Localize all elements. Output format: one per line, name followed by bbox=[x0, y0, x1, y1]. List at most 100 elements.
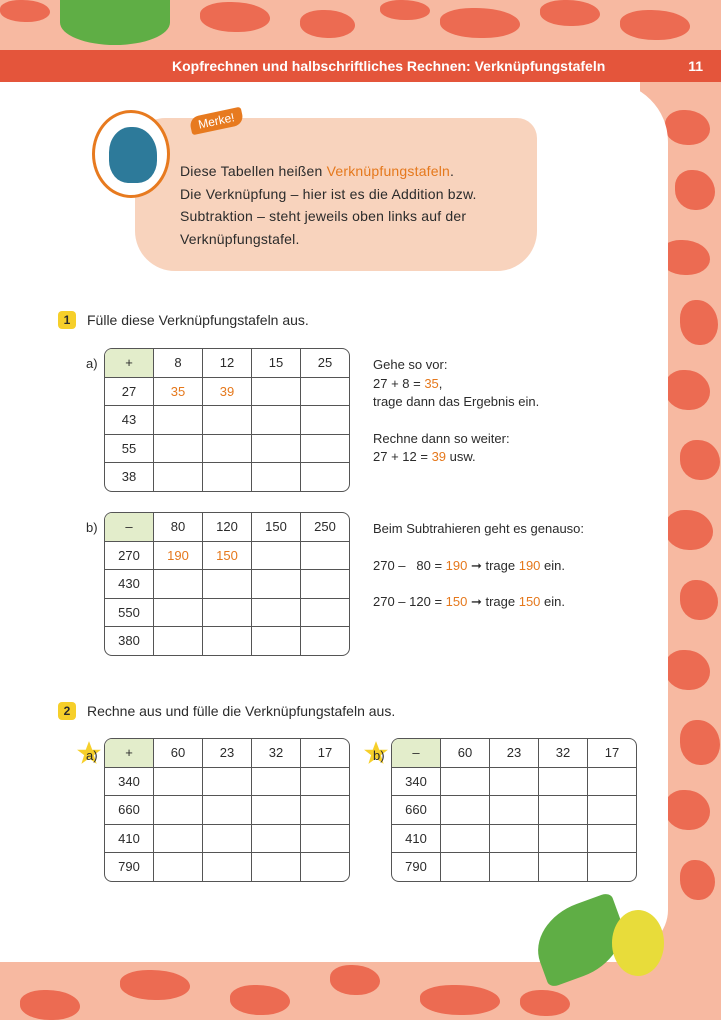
answer-cell[interactable] bbox=[301, 570, 349, 599]
linkage-table-subtraction: –80 120 150 250 270 190 150 430 550 380 bbox=[104, 512, 350, 656]
answer-cell[interactable] bbox=[203, 627, 252, 655]
pattern-patch bbox=[675, 170, 715, 210]
answer-cell[interactable] bbox=[588, 853, 636, 881]
answer-cell[interactable] bbox=[301, 853, 349, 881]
answer-cell[interactable] bbox=[252, 377, 301, 406]
answer-cell[interactable] bbox=[203, 406, 252, 435]
answer-cell[interactable] bbox=[301, 463, 349, 491]
header-bar: Kopfrechnen und halbschriftliches Rechne… bbox=[0, 50, 721, 82]
pattern-patch bbox=[660, 240, 710, 275]
answer-cell[interactable] bbox=[301, 768, 349, 796]
answer-cell[interactable] bbox=[301, 796, 349, 825]
answer-cell[interactable] bbox=[301, 542, 349, 570]
answer-cell[interactable] bbox=[539, 853, 588, 881]
answer-cell[interactable] bbox=[441, 796, 490, 825]
answer-cell[interactable] bbox=[301, 378, 349, 406]
answer-cell[interactable] bbox=[154, 853, 203, 881]
answer-cell[interactable] bbox=[154, 796, 203, 825]
dino-egg-icon bbox=[612, 910, 664, 976]
answer-cell[interactable] bbox=[252, 463, 301, 491]
answer-cell[interactable] bbox=[252, 853, 301, 881]
answer-cell[interactable] bbox=[203, 824, 252, 853]
leaf-decoration-icon bbox=[60, 0, 170, 45]
answer-cell[interactable] bbox=[441, 853, 490, 881]
pattern-patch bbox=[440, 8, 520, 38]
answer-cell[interactable] bbox=[588, 825, 636, 853]
answer-cell[interactable] bbox=[203, 767, 252, 796]
answer-cell[interactable] bbox=[252, 541, 301, 570]
answer-cell[interactable] bbox=[203, 796, 252, 825]
pattern-patch bbox=[300, 10, 355, 38]
answer-cell[interactable] bbox=[539, 796, 588, 825]
answer-cell[interactable]: 150 bbox=[203, 541, 252, 570]
answer-cell[interactable] bbox=[154, 434, 203, 463]
operator-cell: + bbox=[105, 349, 154, 378]
answer-cell[interactable] bbox=[441, 767, 490, 796]
answer-cell[interactable] bbox=[490, 767, 539, 796]
answer-cell[interactable] bbox=[252, 767, 301, 796]
answer-cell[interactable] bbox=[203, 434, 252, 463]
hint-text-addition: Gehe so vor: 27 + 8 = 35, trage dann das… bbox=[373, 357, 540, 464]
answer-cell[interactable] bbox=[301, 825, 349, 853]
pattern-patch bbox=[230, 985, 290, 1015]
answer-cell[interactable] bbox=[252, 627, 301, 655]
row-header: 660 bbox=[392, 796, 441, 825]
answer-cell[interactable] bbox=[588, 796, 636, 825]
answer-cell[interactable] bbox=[539, 824, 588, 853]
table-row: 410 bbox=[105, 824, 349, 853]
subtask-label: b) bbox=[373, 748, 385, 763]
row-header: 55 bbox=[105, 434, 154, 463]
row-header: 27 bbox=[105, 377, 154, 406]
answer-cell[interactable] bbox=[252, 406, 301, 435]
subtask-label: a) bbox=[86, 356, 98, 371]
answer-cell[interactable] bbox=[490, 853, 539, 881]
answer-cell[interactable] bbox=[154, 570, 203, 599]
row-header: 430 bbox=[105, 570, 154, 599]
operator-cell: – bbox=[392, 739, 441, 768]
task-number-badge: 2 bbox=[58, 702, 76, 720]
answer-cell[interactable] bbox=[203, 463, 252, 491]
table-header-row: +8 12 15 25 bbox=[105, 349, 349, 378]
table-header-row: +60 23 32 17 bbox=[105, 739, 349, 768]
answer-cell[interactable] bbox=[154, 767, 203, 796]
row-header: 270 bbox=[105, 541, 154, 570]
answer-cell[interactable] bbox=[154, 406, 203, 435]
row-header: 380 bbox=[105, 627, 154, 655]
answer-cell[interactable] bbox=[588, 768, 636, 796]
answer-cell[interactable] bbox=[203, 598, 252, 627]
answer-cell[interactable] bbox=[252, 570, 301, 599]
answer-cell[interactable] bbox=[252, 796, 301, 825]
answer-cell[interactable] bbox=[203, 570, 252, 599]
answer-cell[interactable] bbox=[252, 434, 301, 463]
column-header: 15 bbox=[252, 349, 301, 378]
table-header-row: –80 120 150 250 bbox=[105, 513, 349, 542]
table-row: 380 bbox=[105, 627, 349, 655]
answer-cell[interactable] bbox=[490, 824, 539, 853]
pattern-patch bbox=[665, 790, 710, 830]
linkage-table-subtraction-exercise: –60 23 32 17 340 660 410 790 bbox=[391, 738, 637, 882]
answer-cell[interactable] bbox=[301, 627, 349, 655]
table-row: 43 bbox=[105, 406, 349, 435]
pattern-patch bbox=[540, 0, 600, 26]
answer-cell[interactable]: 190 bbox=[154, 541, 203, 570]
answer-cell[interactable] bbox=[154, 824, 203, 853]
answer-cell[interactable] bbox=[539, 767, 588, 796]
answer-cell[interactable] bbox=[301, 435, 349, 463]
answer-cell[interactable] bbox=[252, 824, 301, 853]
task-instruction: Rechne aus und fülle die Verknüpfungstaf… bbox=[87, 703, 396, 719]
answer-cell[interactable] bbox=[203, 853, 252, 881]
pattern-patch bbox=[420, 985, 500, 1015]
answer-cell[interactable] bbox=[490, 796, 539, 825]
answer-cell[interactable] bbox=[252, 598, 301, 627]
table-row: 38 bbox=[105, 463, 349, 491]
answer-cell[interactable] bbox=[154, 627, 203, 655]
answer-cell[interactable] bbox=[441, 824, 490, 853]
answer-cell[interactable]: 39 bbox=[203, 377, 252, 406]
merke-text: Diese Tabellen heißen Verknüpfungstafeln… bbox=[180, 163, 477, 247]
answer-cell[interactable] bbox=[301, 406, 349, 435]
answer-cell[interactable] bbox=[154, 598, 203, 627]
answer-cell[interactable] bbox=[154, 463, 203, 491]
pattern-patch bbox=[680, 860, 715, 900]
answer-cell[interactable] bbox=[301, 599, 349, 627]
answer-cell[interactable]: 35 bbox=[154, 377, 203, 406]
